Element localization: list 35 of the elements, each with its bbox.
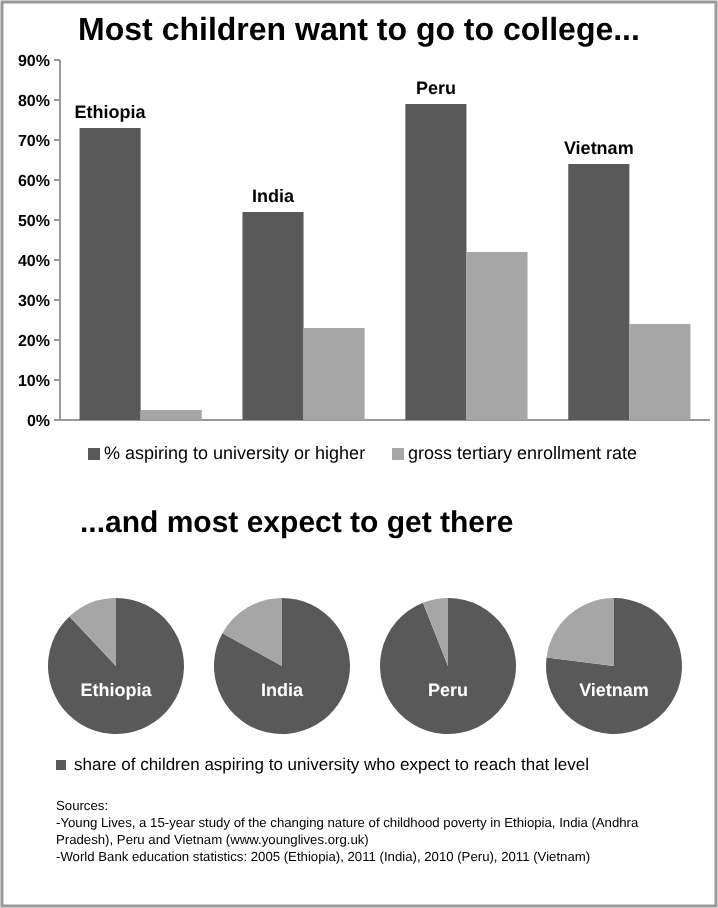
- text: India: [260, 680, 305, 700]
- pie-slice: [214, 598, 350, 734]
- y-tick-label: 0%: [26, 411, 50, 430]
- y-tick-label: 50%: [17, 211, 50, 230]
- bar: [405, 104, 467, 420]
- pie-slice: [69, 598, 116, 666]
- y-tick-label: 20%: [17, 331, 50, 350]
- bar: [629, 324, 691, 420]
- pie-slice: [380, 598, 516, 734]
- bar: [140, 410, 202, 420]
- pie-slice: [48, 598, 184, 734]
- y-tick-label: 10%: [17, 371, 50, 390]
- pie-slice: [222, 598, 282, 666]
- y-tick-label: 60%: [17, 171, 50, 190]
- chart-subtitle: ...and most expect to get there: [80, 506, 514, 540]
- bar: [466, 252, 528, 420]
- legend-label: % aspiring to university or higher: [104, 442, 366, 463]
- chart-title: Most children want to go to college...: [78, 14, 640, 48]
- y-tick-label: 90%: [17, 51, 50, 70]
- bar: [568, 164, 630, 420]
- pie-slice: [546, 598, 682, 734]
- text: Ethiopia: [80, 680, 154, 700]
- y-tick-label: 40%: [17, 251, 50, 270]
- text: Peru: [427, 680, 469, 700]
- legend-label: share of children aspiring to university who expect to reach that level: [74, 754, 590, 774]
- y-tick-label: 80%: [17, 91, 50, 110]
- y-tick-label: 30%: [17, 291, 50, 310]
- pie-slice: [546, 598, 614, 666]
- bar: [242, 212, 304, 420]
- legend-label: gross tertiary enrollment rate: [408, 442, 638, 463]
- bar: [303, 328, 365, 420]
- y-tick-label: 70%: [17, 131, 50, 150]
- bar: [79, 128, 141, 420]
- text: Vietnam: [579, 680, 649, 700]
- pie-slice: [422, 598, 448, 666]
